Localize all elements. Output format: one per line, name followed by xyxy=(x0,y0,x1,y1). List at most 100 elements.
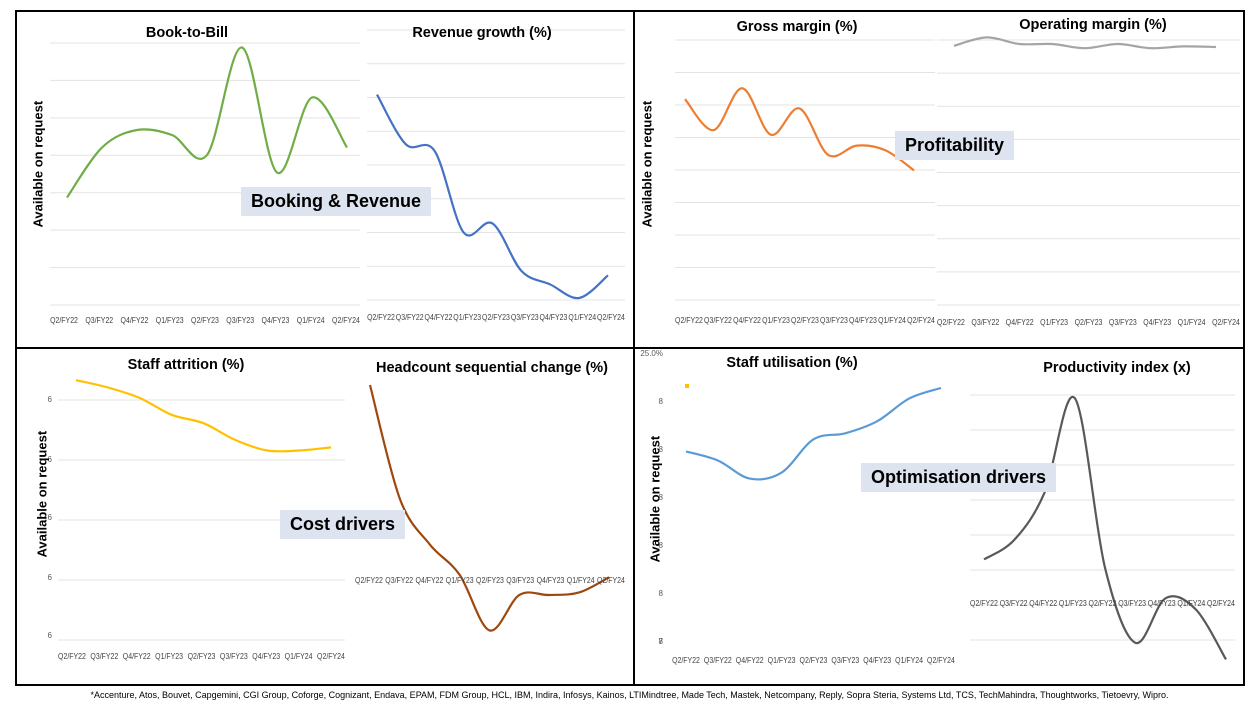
staff_utilisation-ytick-label: 8 xyxy=(659,637,664,646)
staff_attrition-ytick-label: 6 xyxy=(48,573,53,582)
staff_attrition-category-label: Q4/FY23 xyxy=(252,651,280,661)
staff_utilisation-ytick-label: 7 xyxy=(659,637,664,646)
staff_utilisation-ytick-label: 25.0% xyxy=(640,349,663,358)
headcount_change-category-label: Q2/FY23 xyxy=(476,575,504,585)
staff_attrition-ytick-label: 6 xyxy=(48,395,53,404)
staff_utilisation-ytick-label: 8 xyxy=(659,589,664,598)
headcount_change-category-label: Q2/FY22 xyxy=(355,575,383,585)
revenue_growth-category-label: Q3/FY23 xyxy=(511,312,539,322)
staff_utilisation-category-label: Q1/FY24 xyxy=(895,655,923,665)
headcount_change-category-label: Q3/FY23 xyxy=(506,575,534,585)
productivity_index-category-label: Q1/FY24 xyxy=(1177,598,1205,608)
staff_attrition-ytick-label: 6 xyxy=(48,631,53,640)
staff_attrition-ytick-label: 6 xyxy=(48,455,53,464)
operating_margin-series-line xyxy=(953,36,1217,50)
productivity_index-category-label: Q2/FY22 xyxy=(970,598,998,608)
staff_utilisation-category-label: Q2/FY23 xyxy=(800,655,828,665)
operating_margin-category-label: Q2/FY22 xyxy=(937,317,965,327)
operating_margin-category-label: Q4/FY23 xyxy=(1143,317,1171,327)
y-axis-title-bottom-left: Available on request xyxy=(34,430,50,558)
operating_margin-title: Operating margin (%) xyxy=(1019,17,1167,33)
label-booking-revenue: Booking & Revenue xyxy=(241,187,432,216)
headcount_change-category-label: Q1/FY23 xyxy=(446,575,474,585)
operating_margin-category-label: Q1/FY24 xyxy=(1178,317,1206,327)
productivity_index-category-label: Q4/FY22 xyxy=(1029,598,1057,608)
productivity_index-category-label: Q2/FY24 xyxy=(1207,598,1235,608)
y-axis-title-bottom-right: Available on request xyxy=(647,435,663,563)
gross_margin-category-label: Q4/FY22 xyxy=(733,315,761,325)
productivity_index-series-line xyxy=(983,395,1227,661)
book_to_bill-category-label: Q4/FY23 xyxy=(262,315,290,325)
book_to_bill-category-label: Q4/FY22 xyxy=(121,315,149,325)
staff-utilisation-marker xyxy=(685,384,689,388)
staff_utilisation-ytick-label: 8 xyxy=(659,397,664,406)
staff_utilisation-ytick-label: 8 xyxy=(659,445,664,454)
staff_utilisation-category-label: Q2/FY24 xyxy=(927,655,955,665)
productivity_index-category-label: Q4/FY23 xyxy=(1148,598,1176,608)
book_to_bill-category-label: Q3/FY22 xyxy=(85,315,113,325)
headcount_change-category-label: Q2/FY24 xyxy=(597,575,625,585)
headcount_change-series-line xyxy=(368,384,610,632)
book_to_bill-category-label: Q2/FY24 xyxy=(332,315,360,325)
book_to_bill-category-label: Q2/FY23 xyxy=(191,315,219,325)
operating_margin-category-label: Q3/FY23 xyxy=(1109,317,1137,327)
gross_margin-category-label: Q2/FY22 xyxy=(675,315,703,325)
staff_attrition-category-label: Q1/FY24 xyxy=(285,651,313,661)
staff_attrition-category-label: Q3/FY22 xyxy=(90,651,118,661)
gross_margin-category-label: Q1/FY23 xyxy=(762,315,790,325)
headcount_change-category-label: Q4/FY22 xyxy=(416,575,444,585)
operating_margin-category-label: Q2/FY24 xyxy=(1212,317,1240,327)
operating_margin-category-label: Q2/FY23 xyxy=(1075,317,1103,327)
staff_utilisation-category-label: Q3/FY23 xyxy=(831,655,859,665)
revenue_growth-category-label: Q1/FY24 xyxy=(568,312,596,322)
staff_utilisation-category-label: Q4/FY22 xyxy=(736,655,764,665)
headcount_change-category-label: Q3/FY22 xyxy=(385,575,413,585)
staff_utilisation-category-label: Q1/FY23 xyxy=(768,655,796,665)
revenue_growth-series-line xyxy=(376,94,609,300)
gross_margin-category-label: Q3/FY22 xyxy=(704,315,732,325)
book_to_bill-category-label: Q2/FY22 xyxy=(50,315,78,325)
gross_margin-category-label: Q2/FY24 xyxy=(907,315,935,325)
staff_utilisation-category-label: Q3/FY22 xyxy=(704,655,732,665)
staff_attrition-category-label: Q3/FY23 xyxy=(220,651,248,661)
headcount_change-category-label: Q4/FY23 xyxy=(537,575,565,585)
staff_attrition-category-label: Q2/FY22 xyxy=(58,651,86,661)
staff_attrition-category-label: Q4/FY22 xyxy=(123,651,151,661)
productivity_index-category-label: Q3/FY23 xyxy=(1118,598,1146,608)
staff_utilisation-category-label: Q4/FY23 xyxy=(863,655,891,665)
gross_margin-category-label: Q1/FY24 xyxy=(878,315,906,325)
staff_utilisation-ytick-label: 8 xyxy=(659,493,664,502)
operating_margin-category-label: Q4/FY22 xyxy=(1006,317,1034,327)
staff_utilisation-ytick-label: 8 xyxy=(659,541,664,550)
book_to_bill-category-label: Q1/FY24 xyxy=(297,315,325,325)
productivity_index-category-label: Q2/FY23 xyxy=(1089,598,1117,608)
book_to_bill-category-label: Q1/FY23 xyxy=(156,315,184,325)
headcount_change-title: Headcount sequential change (%) xyxy=(376,360,608,376)
staff_attrition-category-label: Q2/FY24 xyxy=(317,651,345,661)
staff_utilisation-title: Staff utilisation (%) xyxy=(726,355,857,371)
revenue_growth-category-label: Q2/FY24 xyxy=(597,312,625,322)
revenue_growth-title: Revenue growth (%) xyxy=(412,25,552,41)
productivity_index-category-label: Q1/FY23 xyxy=(1059,598,1087,608)
gross_margin-title: Gross margin (%) xyxy=(737,19,858,35)
productivity_index-category-label: Q3/FY22 xyxy=(1000,598,1028,608)
staff_attrition-ytick-label: 6 xyxy=(48,513,53,522)
gross_margin-category-label: Q2/FY23 xyxy=(791,315,819,325)
gross_margin-category-label: Q3/FY23 xyxy=(820,315,848,325)
y-axis-title-top-right: Available on request xyxy=(639,100,655,228)
label-optimisation-drivers: Optimisation drivers xyxy=(861,463,1057,492)
gross_margin-series-line xyxy=(684,87,915,172)
quadrant-optimisation-drivers xyxy=(633,347,1245,686)
y-axis-title-top-left: Available on request xyxy=(30,100,46,228)
book_to_bill-title: Book-to-Bill xyxy=(146,25,228,41)
footnote: *Accenture, Atos, Bouvet, Capgemini, CGI… xyxy=(90,690,1169,700)
staff_utilisation-category-label: Q2/FY22 xyxy=(672,655,700,665)
staff_attrition-category-label: Q2/FY23 xyxy=(188,651,216,661)
revenue_growth-category-label: Q2/FY22 xyxy=(367,312,395,322)
operating_margin-category-label: Q1/FY23 xyxy=(1040,317,1068,327)
label-profitability: Profitability xyxy=(895,131,1015,160)
revenue_growth-category-label: Q3/FY22 xyxy=(396,312,424,322)
book_to_bill-category-label: Q3/FY23 xyxy=(226,315,254,325)
